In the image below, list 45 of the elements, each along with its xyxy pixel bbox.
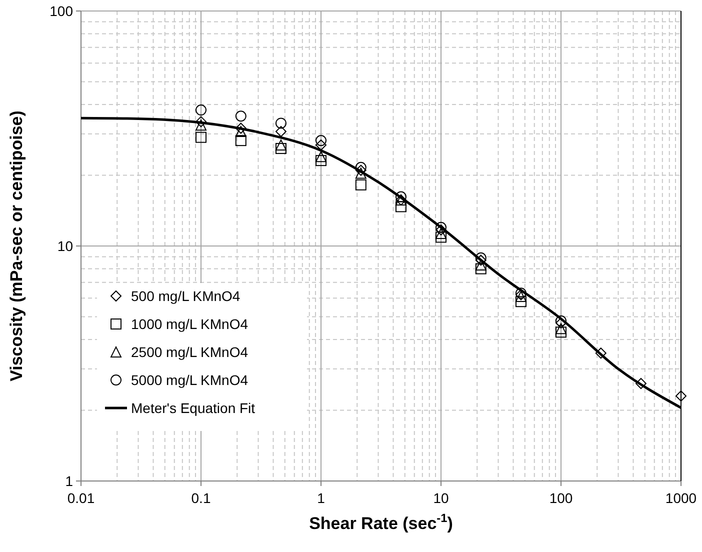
point xyxy=(316,135,326,146)
point xyxy=(355,162,366,173)
x-tick-label: 0.1 xyxy=(191,490,211,506)
y-tick-label: 100 xyxy=(50,3,74,19)
y-tick-label: 1 xyxy=(65,473,74,489)
x-axis-title: Shear Rate (sec$^{-1}$) xyxy=(309,511,453,533)
point xyxy=(395,191,406,202)
legend-label: 5000 mg/L KMnO4 xyxy=(131,372,248,388)
point xyxy=(196,104,206,116)
point xyxy=(676,390,686,402)
point xyxy=(595,348,606,359)
point xyxy=(316,155,326,166)
point xyxy=(515,296,526,308)
point xyxy=(355,179,366,190)
x-tick-label: 0.01 xyxy=(67,490,95,506)
legend-label: 2500 mg/L KMnO4 xyxy=(131,344,248,360)
y-tick-label: 10 xyxy=(57,238,74,254)
point xyxy=(316,151,326,162)
legend-label: 1000 mg/L KMnO4 xyxy=(131,316,248,332)
point xyxy=(475,263,486,274)
point xyxy=(556,315,566,326)
point xyxy=(316,140,326,151)
x-tick-label: 1000 xyxy=(665,490,697,506)
point xyxy=(275,140,286,151)
point xyxy=(196,120,206,131)
x-tick-label: 1 xyxy=(317,490,326,506)
point xyxy=(275,126,286,138)
point xyxy=(635,378,646,389)
point xyxy=(436,232,446,243)
legend-label: Meter's Equation Fit xyxy=(131,400,256,416)
x-tick-label: 100 xyxy=(549,490,573,506)
point xyxy=(436,222,446,233)
point xyxy=(395,201,406,212)
x-tick-label: 10 xyxy=(433,490,449,506)
point xyxy=(196,132,206,143)
point xyxy=(556,323,566,334)
legend-label: 500 mg/L KMnO4 xyxy=(131,288,240,304)
point xyxy=(275,142,286,154)
point xyxy=(475,252,486,264)
y-axis-title: Viscosity (mPa-sec or centipoise) xyxy=(7,110,26,382)
point xyxy=(235,135,246,146)
point xyxy=(355,168,366,179)
point xyxy=(556,326,566,338)
point xyxy=(275,118,286,129)
point xyxy=(235,110,246,122)
